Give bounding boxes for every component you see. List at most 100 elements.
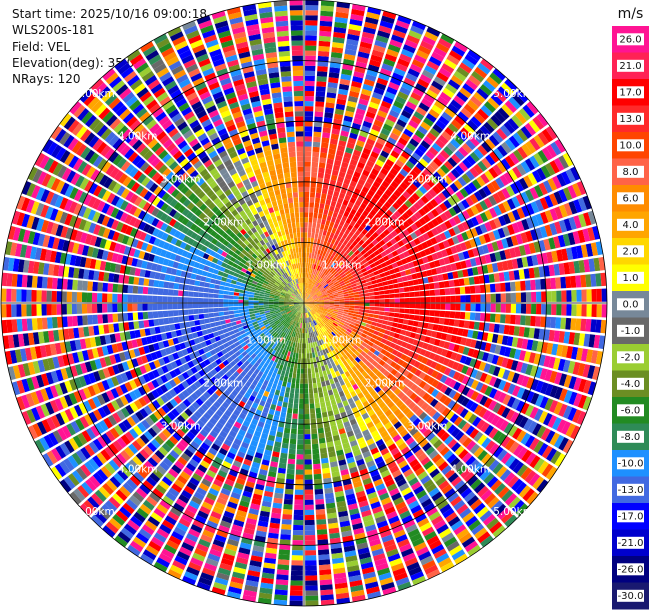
velocity-gate (391, 34, 405, 44)
velocity-gate (455, 336, 462, 345)
velocity-gate (515, 400, 525, 413)
velocity-gate (355, 166, 363, 174)
velocity-gate (420, 297, 426, 303)
velocity-gate (424, 290, 430, 297)
velocity-gate (534, 184, 544, 198)
velocity-gate (501, 103, 514, 117)
velocity-gate (490, 93, 504, 106)
velocity-gate (327, 237, 333, 243)
velocity-gate (376, 137, 386, 146)
velocity-gate (308, 373, 312, 379)
velocity-gate (398, 334, 405, 341)
velocity-gate (439, 232, 447, 241)
velocity-gate (452, 204, 461, 214)
velocity-gate (511, 196, 521, 208)
velocity-gate (327, 373, 333, 380)
velocity-gate (500, 303, 506, 313)
velocity-gate (367, 259, 374, 265)
velocity-gate (391, 262, 399, 269)
velocity-gate (390, 77, 402, 86)
velocity-gate (502, 381, 512, 393)
velocity-gate (356, 317, 363, 322)
velocity-gate (368, 310, 375, 314)
velocity-gate (318, 266, 323, 272)
velocity-gate (316, 71, 328, 77)
velocity-gate (316, 86, 326, 92)
velocity-gate (388, 81, 400, 91)
velocity-gate (282, 514, 292, 520)
velocity-gate (405, 160, 415, 170)
velocity-gate (382, 255, 390, 262)
velocity-gate (600, 272, 607, 287)
velocity-gate (477, 331, 484, 340)
velocity-gate (431, 80, 444, 91)
velocity-gate (304, 272, 306, 278)
velocity-gate (515, 361, 524, 373)
velocity-gate (451, 119, 462, 130)
velocity-gate (433, 317, 440, 324)
velocity-gate (289, 438, 297, 445)
velocity-gate (304, 303, 309, 305)
velocity-gate (339, 237, 345, 244)
velocity-gate (351, 154, 360, 162)
velocity-gate (593, 257, 601, 272)
velocity-gate (306, 294, 310, 299)
velocity-gate (529, 155, 540, 169)
velocity-gate (389, 293, 395, 299)
velocity-gate (457, 270, 464, 278)
velocity-gate (385, 275, 392, 281)
velocity-gate (304, 514, 315, 521)
velocity-gate (488, 134, 500, 147)
velocity-gate (340, 73, 352, 81)
velocity-gate (450, 295, 456, 303)
velocity-gate (389, 303, 395, 308)
velocity-gate (496, 161, 507, 173)
velocity-gate (304, 237, 308, 243)
velocity-gate (279, 390, 285, 397)
velocity-gate (566, 304, 572, 316)
velocity-gate (311, 253, 315, 259)
velocity-gate (475, 370, 483, 381)
velocity-gate (315, 289, 320, 294)
velocity-gate (321, 188, 328, 195)
velocity-gate (406, 274, 413, 281)
velocity-gate (530, 365, 538, 377)
velocity-gate (323, 269, 328, 275)
velocity-gate (483, 233, 491, 243)
velocity-gate (465, 338, 472, 347)
velocity-gate (573, 260, 581, 274)
velocity-gate (518, 245, 527, 256)
velocity-gate (323, 375, 329, 381)
velocity-gate (529, 187, 539, 200)
velocity-gate (435, 225, 444, 234)
velocity-gate (336, 260, 341, 266)
velocity-gate (543, 180, 553, 194)
velocity-gate (470, 390, 480, 401)
velocity-gate (525, 189, 535, 202)
velocity-gate (307, 262, 311, 269)
velocity-gate (315, 402, 321, 409)
velocity-gate (511, 337, 519, 348)
velocity-gate (504, 249, 512, 260)
velocity-gate (380, 150, 390, 159)
velocity-gate (360, 322, 367, 327)
velocity-gate (334, 16, 348, 24)
velocity-gate (428, 316, 435, 323)
velocity-gate (355, 108, 366, 116)
velocity-gate (477, 160, 488, 172)
velocity-gate (323, 390, 329, 397)
velocity-gate (410, 223, 418, 231)
velocity-gate (304, 166, 311, 172)
velocity-gate (356, 218, 363, 226)
velocity-gate (436, 71, 449, 83)
velocity-gate (418, 45, 432, 55)
velocity-gate (451, 361, 460, 371)
velocity-gate (315, 96, 325, 102)
velocity-gate (401, 324, 408, 330)
velocity-gate (330, 174, 338, 181)
velocity-gate (580, 318, 587, 332)
velocity-gate (417, 278, 424, 285)
velocity-gate (358, 239, 365, 246)
velocity-gate (438, 38, 452, 49)
velocity-gate (443, 58, 457, 70)
